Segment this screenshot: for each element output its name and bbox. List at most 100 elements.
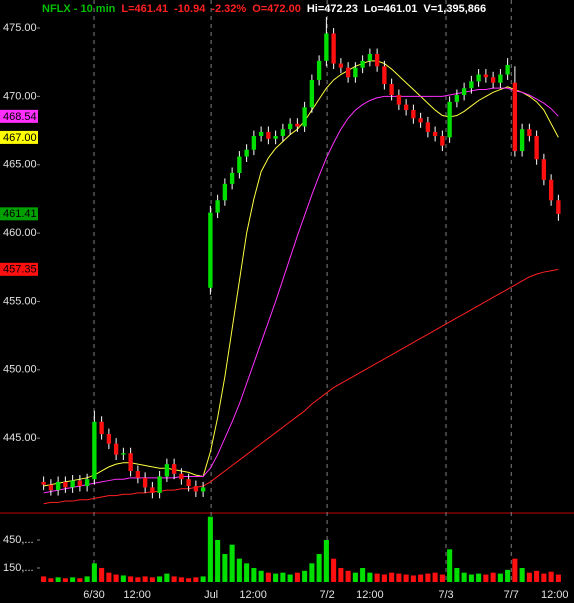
- candle-body: [200, 487, 206, 492]
- candle-body: [476, 74, 481, 82]
- candle-body: [324, 33, 329, 61]
- volume-bar: [273, 573, 279, 582]
- x-tick-label: 12:00: [356, 589, 384, 601]
- x-tick-label: Jul: [204, 589, 218, 601]
- candle-body: [353, 67, 358, 78]
- volume-bar: [280, 572, 286, 582]
- candle-body: [338, 63, 344, 68]
- candle-body: [208, 212, 213, 288]
- volume-bar: [512, 558, 518, 582]
- candle-body: [150, 487, 155, 493]
- candle-body: [556, 200, 561, 214]
- candle-body: [483, 74, 489, 78]
- moving-average-line: [43, 87, 559, 494]
- volume-bar: [41, 576, 47, 582]
- candle-body: [541, 159, 547, 180]
- volume-bar: [193, 577, 199, 582]
- volume-bar: [519, 568, 525, 582]
- volume-bar: [178, 577, 184, 582]
- candle-body: [396, 95, 402, 105]
- volume-bar: [287, 574, 293, 582]
- chart-header: NFLX - 10 min L=461.41 -10.94 -2.32% O=472.0…: [42, 3, 486, 15]
- candle-body: [171, 464, 177, 474]
- candle-body: [135, 470, 141, 478]
- volume-bar: [309, 563, 315, 582]
- volume-bar: [541, 573, 547, 582]
- header-item: L=461.41: [121, 3, 168, 15]
- price-badge-label: 457.35: [3, 264, 37, 276]
- volume-bar: [171, 576, 177, 582]
- volume-bar: [294, 572, 300, 582]
- candle-body: [48, 484, 54, 491]
- candle-body: [367, 54, 373, 61]
- price-badge: [0, 109, 38, 123]
- candle-body: [331, 33, 336, 64]
- candle-body: [128, 453, 133, 471]
- volume-bar: [77, 578, 83, 582]
- volume-bar: [157, 576, 163, 582]
- y-tick-label: 460.00: [3, 227, 37, 239]
- volume-bar: [555, 574, 561, 582]
- volume-bar: [345, 570, 351, 582]
- x-tick-label: 12:00: [239, 589, 267, 601]
- volume-bar: [236, 558, 242, 582]
- volume-bar: [135, 577, 141, 582]
- volume-bar: [490, 572, 496, 582]
- candle-body: [179, 473, 184, 480]
- candle-body: [440, 136, 445, 146]
- candle-body: [63, 481, 68, 488]
- volume-bar: [142, 576, 148, 582]
- candle-body: [519, 129, 525, 152]
- volume-bar: [338, 568, 344, 582]
- candle-body: [418, 118, 423, 123]
- candle-body: [432, 131, 438, 137]
- price-badge-label: 468.54: [3, 111, 37, 123]
- price-badge-label: 467.00: [3, 132, 37, 144]
- volume-bar: [447, 549, 453, 582]
- candle-body: [280, 129, 286, 137]
- volume-bar: [534, 570, 540, 582]
- header-item: O=472.00: [252, 3, 301, 15]
- y-tick-label: 445.00: [3, 432, 37, 444]
- candle-body: [382, 66, 387, 85]
- volume-bar: [244, 563, 250, 582]
- candle-body: [84, 479, 90, 487]
- volume-bar: [200, 576, 206, 582]
- candle-body: [237, 156, 242, 173]
- volume-bar: [149, 577, 155, 582]
- volume-bar: [265, 572, 271, 582]
- candle-body: [273, 136, 278, 139]
- volume-bar: [410, 575, 416, 582]
- volume-bar: [251, 568, 257, 582]
- x-tick-label: 6/30: [83, 589, 104, 601]
- volume-bar: [222, 554, 228, 582]
- header-item: -2.32%: [211, 3, 246, 15]
- candle-body: [266, 131, 271, 139]
- volume-bar: [461, 572, 467, 582]
- x-tick-label: 12:00: [123, 589, 151, 601]
- candle-body: [469, 81, 474, 89]
- volume-bar: [418, 574, 424, 582]
- volume-bar: [99, 568, 105, 582]
- volume-bar: [128, 576, 134, 582]
- volume-bar: [468, 574, 474, 582]
- volume-bar: [505, 569, 511, 582]
- header-item: V=1,395,866: [423, 3, 486, 15]
- candle-body: [186, 479, 191, 487]
- candle-body: [498, 74, 503, 83]
- candle-body: [345, 67, 351, 78]
- volume-bar: [55, 577, 61, 582]
- y-tick-label: 150,...: [3, 562, 34, 574]
- volume-bar: [215, 540, 221, 582]
- candle-body: [215, 200, 220, 213]
- price-badge: [0, 130, 38, 144]
- candle-body: [222, 183, 228, 201]
- volume-bar: [548, 571, 554, 582]
- volume-bar: [476, 573, 482, 582]
- candle-body: [461, 88, 467, 96]
- volume-bar: [360, 568, 366, 582]
- candle-body: [360, 60, 365, 68]
- volume-bar: [70, 577, 76, 582]
- volume-bar: [526, 572, 532, 582]
